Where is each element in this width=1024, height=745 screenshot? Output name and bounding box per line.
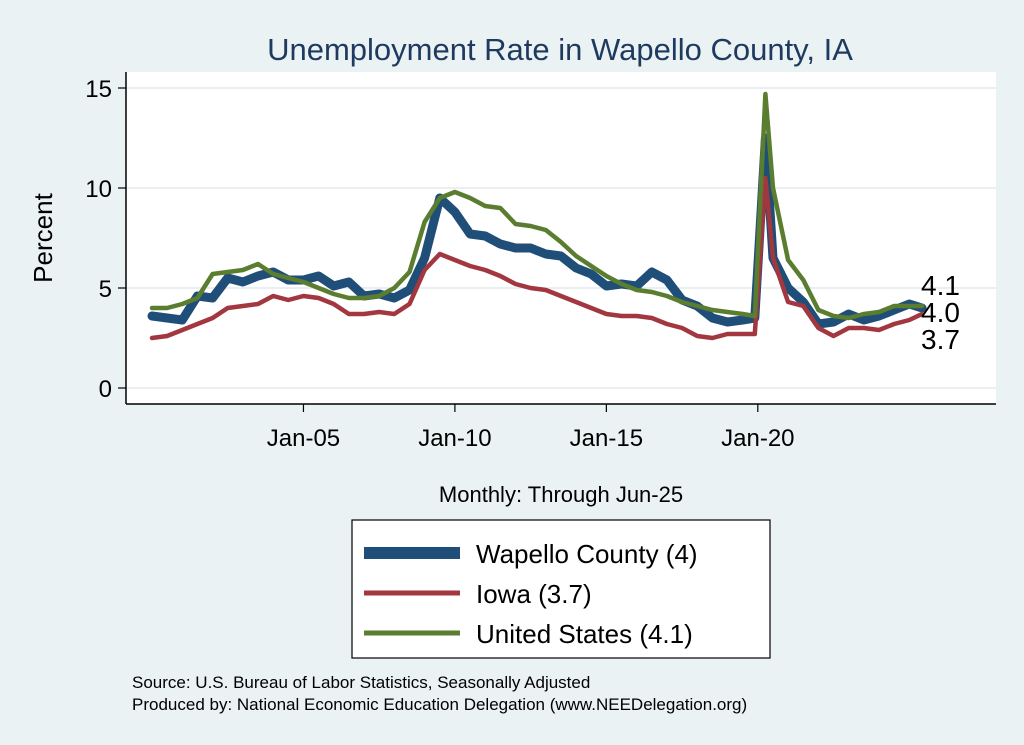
x-axis: Jan-05 Jan-10 Jan-15 Jan-20 bbox=[267, 404, 795, 452]
x-tick-label: Jan-05 bbox=[267, 425, 340, 452]
x-tick-label: Jan-15 bbox=[570, 425, 643, 452]
end-label: 4.1 bbox=[921, 270, 960, 301]
source-line-2: Produced by: National Economic Education… bbox=[132, 695, 747, 714]
source-line-1: Source: U.S. Bureau of Labor Statistics,… bbox=[132, 673, 590, 692]
series-line-1 bbox=[149, 175, 925, 341]
y-tick-label: 0 bbox=[99, 376, 112, 403]
y-tick-label: 10 bbox=[85, 176, 112, 203]
series-line-2 bbox=[149, 91, 925, 321]
plot-area bbox=[126, 72, 996, 404]
end-label: 3.7 bbox=[921, 324, 960, 355]
y-tick-label: 5 bbox=[99, 276, 112, 303]
end-labels: 4.03.7 4.1 bbox=[921, 270, 960, 355]
legend-entry: Iowa (3.7) bbox=[476, 579, 592, 609]
y-tick-label: 15 bbox=[85, 76, 112, 103]
legend-entry: United States (4.1) bbox=[476, 619, 693, 649]
y-axis-label: Percent bbox=[28, 192, 58, 282]
y-axis: 0 5 10 15 bbox=[85, 76, 126, 403]
chart-title: Unemployment Rate in Wapello County, IA bbox=[267, 32, 853, 67]
series-lines bbox=[147, 91, 927, 341]
legend: Wapello County (4) Iowa (3.7) United State… bbox=[364, 539, 698, 649]
x-tick-label: Jan-10 bbox=[418, 425, 491, 452]
end-label: 4.0 bbox=[921, 297, 960, 328]
x-axis-label: Monthly: Through Jun-25 bbox=[439, 482, 683, 507]
x-tick-label: Jan-20 bbox=[721, 425, 794, 452]
legend-entry: Wapello County (4) bbox=[476, 539, 698, 569]
gridlines bbox=[126, 87, 996, 389]
